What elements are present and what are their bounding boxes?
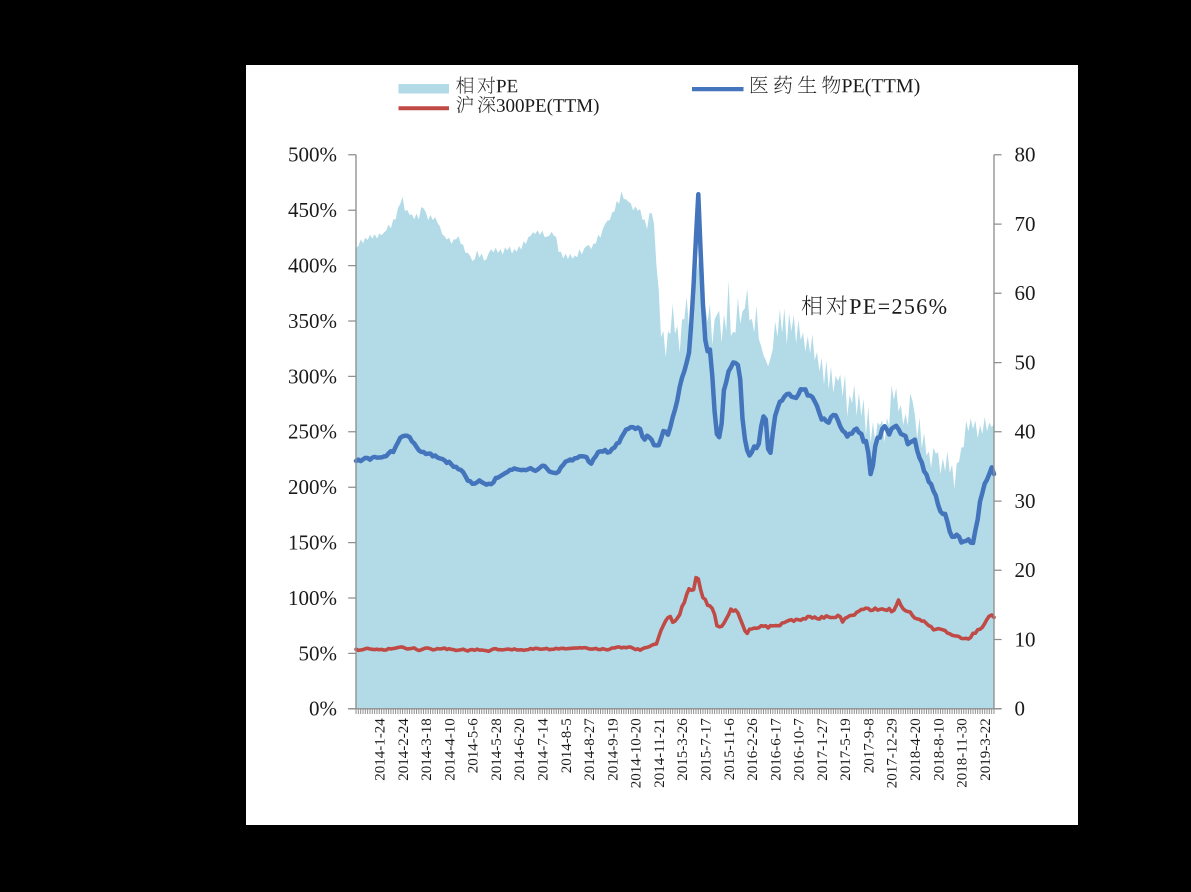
svg-text:100%: 100% [288, 586, 337, 610]
svg-text:2014-2-24: 2014-2-24 [396, 718, 412, 781]
svg-text:80: 80 [1015, 143, 1036, 167]
svg-text:2014-8-27: 2014-8-27 [582, 718, 598, 781]
svg-text:50%: 50% [299, 641, 338, 665]
svg-text:400%: 400% [288, 254, 337, 278]
svg-text:0%: 0% [309, 697, 337, 721]
svg-text:2014-5-28: 2014-5-28 [489, 718, 505, 781]
svg-text:150%: 150% [288, 531, 337, 555]
svg-text:2017-12-29: 2017-12-29 [885, 718, 901, 788]
svg-text:2016-10-7: 2016-10-7 [792, 718, 808, 781]
svg-text:2018-8-10: 2018-8-10 [931, 718, 947, 781]
svg-text:20: 20 [1015, 558, 1036, 582]
svg-text:40: 40 [1015, 420, 1036, 444]
svg-text:200%: 200% [288, 475, 337, 499]
svg-text:2016-6-17: 2016-6-17 [768, 718, 784, 781]
svg-text:2015-11-6: 2015-11-6 [722, 718, 738, 780]
svg-text:70: 70 [1015, 212, 1036, 236]
svg-text:2014-7-14: 2014-7-14 [536, 718, 552, 781]
svg-text:2014-10-20: 2014-10-20 [629, 718, 645, 788]
svg-text:500%: 500% [288, 143, 337, 167]
svg-text:2017-9-8: 2017-9-8 [862, 718, 878, 773]
svg-text:10: 10 [1015, 627, 1036, 651]
svg-text:350%: 350% [288, 309, 337, 333]
svg-text:2016-2-26: 2016-2-26 [745, 718, 761, 781]
svg-text:2014-6-20: 2014-6-20 [512, 718, 528, 781]
svg-text:2014-3-18: 2014-3-18 [419, 718, 435, 781]
svg-text:2015-3-26: 2015-3-26 [675, 718, 691, 781]
svg-text:50: 50 [1015, 350, 1036, 374]
svg-text:2018-4-20: 2018-4-20 [908, 718, 924, 781]
svg-text:2014-5-6: 2014-5-6 [466, 718, 482, 773]
svg-text:2017-1-27: 2017-1-27 [815, 718, 831, 781]
svg-text:2015-7-17: 2015-7-17 [699, 718, 715, 781]
svg-text:60: 60 [1015, 281, 1036, 305]
svg-text:450%: 450% [288, 198, 337, 222]
svg-text:2018-11-30: 2018-11-30 [955, 718, 971, 787]
svg-text:2014-4-10: 2014-4-10 [442, 718, 458, 781]
svg-text:2017-5-19: 2017-5-19 [838, 718, 854, 781]
svg-text:300%: 300% [288, 364, 337, 388]
svg-text:2014-8-5: 2014-8-5 [559, 718, 575, 773]
svg-text:250%: 250% [288, 420, 337, 444]
svg-text:2014-1-24: 2014-1-24 [373, 718, 389, 781]
svg-text:0: 0 [1015, 697, 1026, 721]
svg-text:2014-9-19: 2014-9-19 [605, 718, 621, 781]
svg-text:2014-11-21: 2014-11-21 [652, 718, 668, 787]
svg-text:2019-3-22: 2019-3-22 [978, 718, 994, 781]
svg-text:30: 30 [1015, 489, 1036, 513]
